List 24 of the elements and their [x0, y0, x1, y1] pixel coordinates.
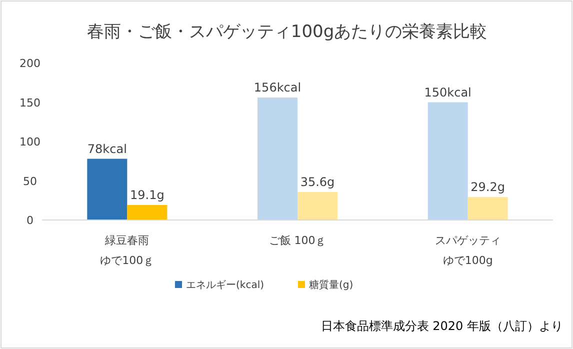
data-label: 78kcal — [87, 142, 127, 156]
y-tick-label: 0 — [26, 214, 34, 227]
bar — [298, 192, 338, 220]
data-label: 35.6g — [300, 175, 335, 190]
data-label: 29.2g — [470, 180, 506, 194]
bar — [258, 98, 298, 220]
y-tick-label: 150 — [20, 96, 40, 110]
data-label: 19.1g — [130, 188, 164, 202]
bar — [428, 102, 468, 220]
x-tick-label: ご飯 100ｇ — [268, 234, 326, 247]
bar — [127, 205, 168, 220]
x-tick-label: スパゲッティゆで100g — [434, 234, 501, 267]
data-label: 150kcal — [424, 85, 472, 100]
x-tick-label: 緑豆春雨ゆで100ｇ — [100, 234, 154, 267]
y-tick-label: 200 — [20, 57, 40, 70]
legend-label: エネルギー(kcal) — [186, 279, 264, 291]
legend-label: 糖質量(g) — [309, 279, 354, 291]
bar — [87, 158, 128, 220]
chart-title: 春雨・ご飯・スパゲッティ100gあたりの栄養素比較 — [86, 22, 488, 42]
data-label: 156kcal — [254, 80, 302, 95]
y-tick-label: 100 — [20, 136, 40, 148]
bar — [468, 197, 508, 220]
y-tick-label: 50 — [23, 174, 37, 188]
text: 日本食品標準成分表 2020 年版（八訂）より — [320, 319, 563, 333]
